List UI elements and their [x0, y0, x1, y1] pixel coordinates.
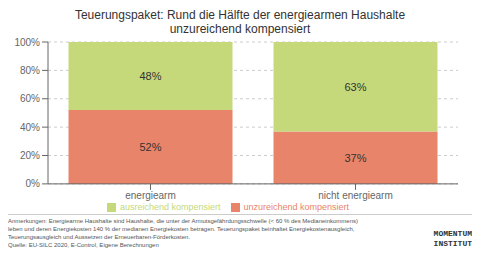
svg-text:52%: 52% [139, 141, 161, 153]
svg-text:80%: 80% [20, 65, 40, 76]
svg-text:40%: 40% [20, 122, 40, 133]
svg-text:energiearm: energiearm [125, 190, 176, 201]
html-text:leben und deren Energiekosten: leben und deren Energiekosten 140 % der … [8, 226, 355, 232]
html-text:ausreichend kompensiert: ausreichend kompensiert [119, 201, 221, 212]
svg-text:63%: 63% [344, 81, 366, 93]
html-text:unzureichend kompensiert: unzureichend kompensiert [169, 22, 311, 36]
html-text:INSTITUT: INSTITUT [433, 239, 472, 248]
svg-text:20%: 20% [20, 150, 40, 161]
html-text:Teuerungsausgleich und Aussetz: Teuerungsausgleich und Aussetzen der Ern… [8, 234, 191, 240]
html-text:Quelle: EU-SILC 2020, E-Contro: Quelle: EU-SILC 2020, E-Control, Eigene … [8, 242, 159, 248]
svg-text:100%: 100% [14, 37, 40, 48]
html-text:Teuerungspaket: Rund die Hälft: Teuerungspaket: Rund die Hälfte der ener… [74, 8, 406, 22]
html-text:Anmerkungen: Energiearme Haush: Anmerkungen: Energiearme Haushalte sind … [8, 218, 358, 224]
svg-text:60%: 60% [20, 93, 40, 104]
html-text:MOMENTUM: MOMENTUM [433, 229, 472, 238]
svg-text:48%: 48% [139, 70, 161, 82]
html-text:unzureichend kompensiert: unzureichend kompensiert [243, 201, 350, 212]
svg-text:37%: 37% [344, 152, 366, 164]
svg-text:0%: 0% [26, 178, 41, 189]
svg-text:nicht energiearm: nicht energiearm [318, 190, 392, 201]
